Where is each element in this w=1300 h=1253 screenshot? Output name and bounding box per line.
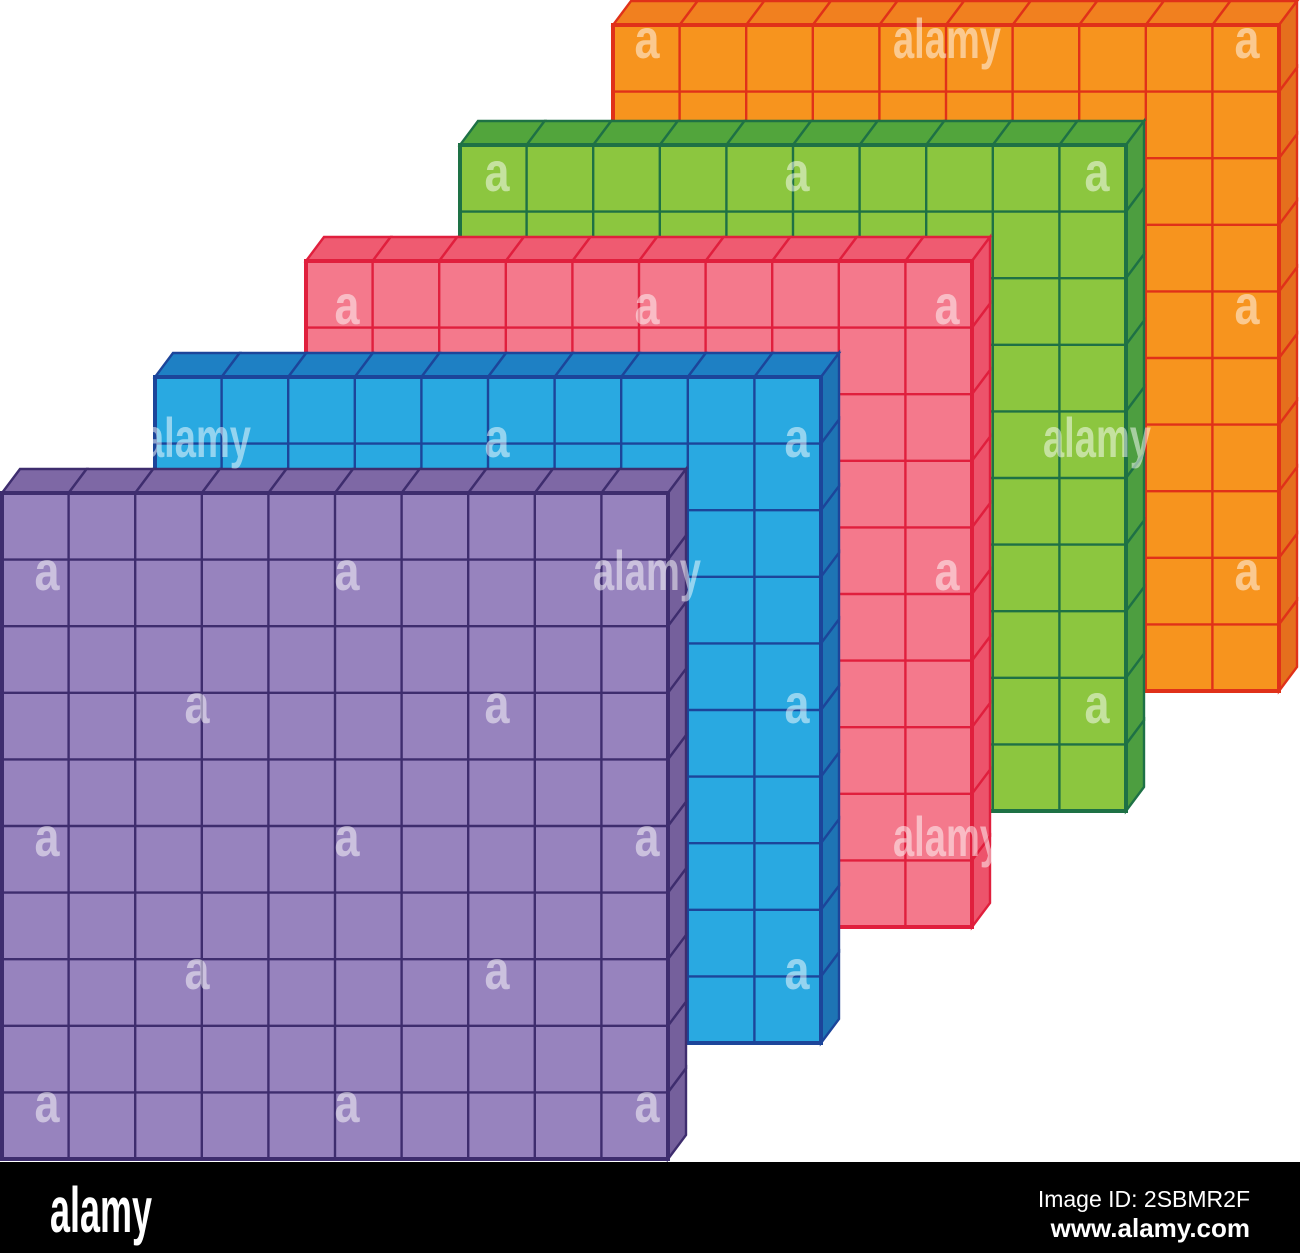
watermark-letter: a [35,539,61,602]
watermark-letter: a [1235,1071,1261,1134]
watermark-letter: a [635,1071,661,1134]
watermark-letter: a [485,140,511,203]
watermark-letter: a [185,938,211,1001]
watermark-letter: a [785,938,811,1001]
watermark-letter: a [35,7,61,70]
watermark-letter: a [1085,672,1111,735]
watermark-alamy-logo: alamy [1043,406,1151,469]
watermark-letter: a [785,406,811,469]
watermark-letter: a [335,1071,361,1134]
watermark-letter: a [1085,140,1111,203]
watermark-letter: a [635,7,661,70]
base-ten-blocks [0,0,1300,1163]
watermark-letter: a [635,805,661,868]
footer-background [0,1162,1300,1253]
watermark-letter: a [935,273,961,336]
watermark-letter: a [335,7,361,70]
watermark-letter: a [35,1071,61,1134]
watermark-letter: a [1085,938,1111,1001]
watermark-letter: a [185,672,211,735]
watermark-alamy-logo: alamy [893,7,1001,70]
watermark-letter: a [1235,7,1261,70]
watermark-letter: a [1235,805,1261,868]
watermark-letter: a [185,140,211,203]
watermark-letter: a [335,805,361,868]
footer-bar: alamy Image ID: 2SBMR2F www.alamy.com [0,1162,1300,1253]
watermark-letter: a [1235,273,1261,336]
website-url-text: www.alamy.com [1050,1213,1250,1243]
front-grid [2,493,668,1159]
watermark-letter: a [785,672,811,735]
watermark-letter: a [485,938,511,1001]
watermark-letter: a [1235,539,1261,602]
watermark-letter: a [485,672,511,735]
watermark-letter: a [335,273,361,336]
watermark-letter: a [485,406,511,469]
base-ten-flat-purple [0,465,689,1163]
watermark-letter: a [935,539,961,602]
watermark-letter: a [35,273,61,336]
image-id-text: Image ID: 2SBMR2F [1038,1186,1250,1212]
watermark-layer: a a a alamy a a a a a a a a a a alamy a a alamy a a alamy a a a… [35,7,1261,1134]
watermark-alamy-logo: alamy [593,539,701,602]
watermark-letter: a [335,539,361,602]
watermark-letter: a [935,1071,961,1134]
watermark-letter: a [785,140,811,203]
alamy-logo: alamy [50,1174,152,1246]
watermark-alamy-logo: alamy [143,406,251,469]
watermark-letter: a [635,273,661,336]
watermark-letter: a [35,805,61,868]
watermark-alamy-logo: alamy [893,805,1001,868]
